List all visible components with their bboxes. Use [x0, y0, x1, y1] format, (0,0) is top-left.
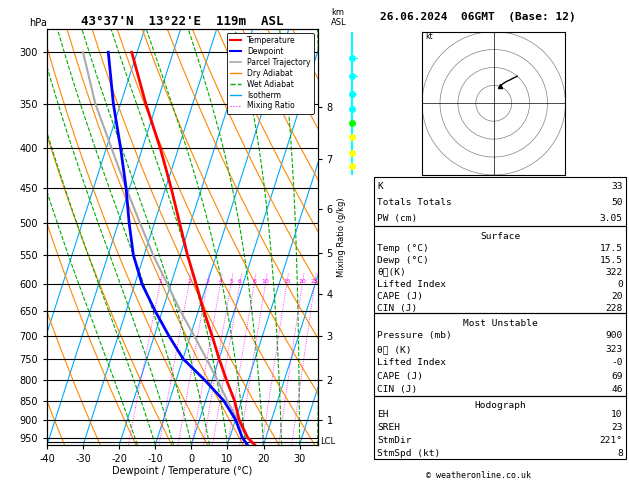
Text: 0: 0 [617, 279, 623, 289]
Text: 20: 20 [611, 292, 623, 301]
Text: CIN (J): CIN (J) [377, 385, 418, 395]
Text: © weatheronline.co.uk: © weatheronline.co.uk [426, 471, 530, 480]
Text: 3: 3 [205, 279, 209, 284]
Text: PW (cm): PW (cm) [377, 214, 418, 223]
Text: StmDir: StmDir [377, 436, 412, 445]
Text: -0: -0 [611, 358, 623, 367]
Text: Lifted Index: Lifted Index [377, 279, 447, 289]
Text: 4: 4 [218, 279, 223, 284]
X-axis label: Dewpoint / Temperature (°C): Dewpoint / Temperature (°C) [113, 467, 252, 476]
Text: 5: 5 [229, 279, 233, 284]
Text: Most Unstable: Most Unstable [463, 319, 537, 328]
Text: 6: 6 [238, 279, 242, 284]
Text: CIN (J): CIN (J) [377, 304, 418, 312]
Text: Surface: Surface [480, 232, 520, 241]
Text: Totals Totals: Totals Totals [377, 198, 452, 207]
Text: 3.05: 3.05 [599, 214, 623, 223]
Text: CAPE (J): CAPE (J) [377, 372, 423, 381]
Text: 46: 46 [611, 385, 623, 395]
Text: Temp (°C): Temp (°C) [377, 244, 429, 253]
Text: Hodograph: Hodograph [474, 400, 526, 410]
Text: CAPE (J): CAPE (J) [377, 292, 423, 301]
Text: SREH: SREH [377, 423, 401, 432]
Text: Dewp (°C): Dewp (°C) [377, 256, 429, 265]
Text: 2: 2 [187, 279, 191, 284]
Text: 10: 10 [611, 410, 623, 419]
Text: 15.5: 15.5 [599, 256, 623, 265]
Text: 8: 8 [617, 449, 623, 458]
Text: Mixing Ratio (g/kg): Mixing Ratio (g/kg) [338, 197, 347, 277]
Text: K: K [377, 182, 383, 191]
Text: 228: 228 [606, 304, 623, 312]
Text: 15: 15 [283, 279, 291, 284]
Text: 323: 323 [606, 345, 623, 354]
Text: km
ASL: km ASL [331, 8, 347, 27]
Text: Lifted Index: Lifted Index [377, 358, 447, 367]
Text: EH: EH [377, 410, 389, 419]
Text: 10: 10 [262, 279, 269, 284]
Text: 17.5: 17.5 [599, 244, 623, 253]
Text: 1: 1 [158, 279, 162, 284]
Text: StmSpd (kt): StmSpd (kt) [377, 449, 441, 458]
Text: kt: kt [426, 32, 433, 41]
Text: Pressure (mb): Pressure (mb) [377, 331, 452, 340]
Text: 69: 69 [611, 372, 623, 381]
Text: LCL: LCL [320, 437, 335, 447]
Text: θᴇ (K): θᴇ (K) [377, 345, 412, 354]
Text: 20: 20 [298, 279, 306, 284]
Text: 25: 25 [311, 279, 319, 284]
Text: 8: 8 [252, 279, 256, 284]
Text: hPa: hPa [30, 18, 47, 28]
Text: 23: 23 [611, 423, 623, 432]
Title: 43°37'N  13°22'E  119m  ASL: 43°37'N 13°22'E 119m ASL [81, 15, 284, 28]
Text: 50: 50 [611, 198, 623, 207]
Text: 221°: 221° [599, 436, 623, 445]
Text: 33: 33 [611, 182, 623, 191]
Text: θᴇ(K): θᴇ(K) [377, 268, 406, 277]
Text: 900: 900 [606, 331, 623, 340]
Text: 26.06.2024  06GMT  (Base: 12): 26.06.2024 06GMT (Base: 12) [380, 12, 576, 22]
Legend: Temperature, Dewpoint, Parcel Trajectory, Dry Adiabat, Wet Adiabat, Isotherm, Mi: Temperature, Dewpoint, Parcel Trajectory… [226, 33, 314, 114]
Text: 322: 322 [606, 268, 623, 277]
